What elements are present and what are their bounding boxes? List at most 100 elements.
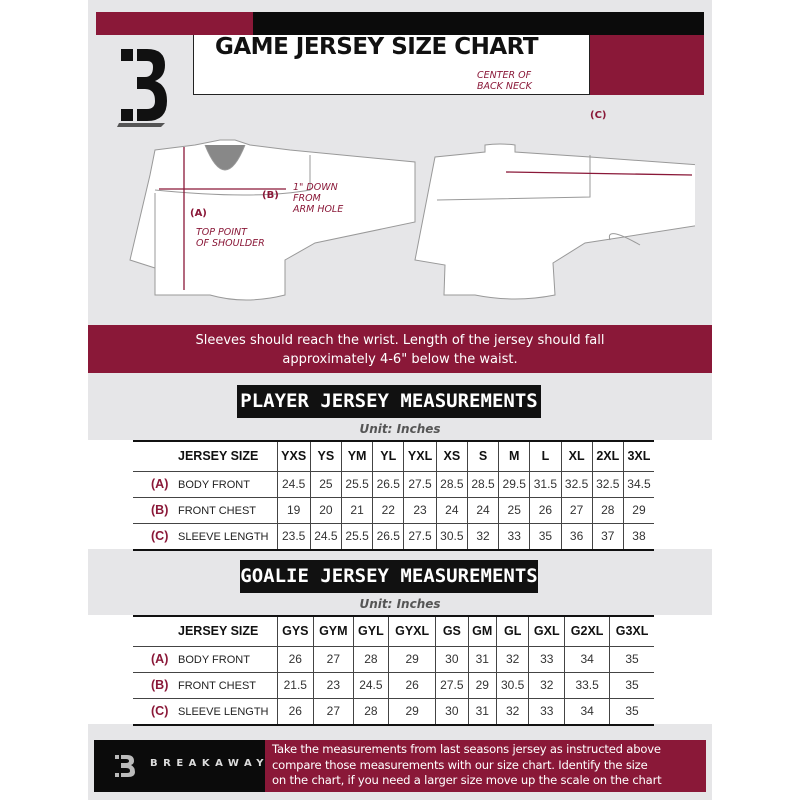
size-header-g3xl: G3XL — [609, 615, 654, 647]
jersey-front — [129, 139, 416, 301]
table-cell: 26 — [529, 496, 562, 524]
goalie-unit: Unit: Inches — [359, 597, 441, 611]
label-b: (B) — [262, 190, 279, 201]
table-cell: 28 — [352, 697, 390, 726]
table-cell: 27 — [560, 496, 593, 524]
table-cell: 21.5 — [276, 671, 315, 699]
row-key: (B) — [151, 678, 169, 692]
table-cell: 28 — [352, 645, 390, 673]
table-cell: 33 — [498, 522, 531, 551]
table-cell: 32 — [528, 671, 566, 699]
table-cell: 33 — [528, 645, 566, 673]
table-cell: 32.5 — [560, 470, 593, 498]
table-cell: 22 — [372, 496, 405, 524]
table-row: (A) BODY FRONT 26 27 28 29 30 31 32 33 34 35 — [133, 645, 654, 673]
row-label: (C) SLEEVE LENGTH — [133, 697, 278, 726]
size-header-ys: YS — [309, 440, 342, 472]
footer-line: Take the measurements from last seasons … — [272, 742, 661, 756]
table-row: (B) FRONT CHEST 19 20 21 22 23 24 24 25 26 27 28 29 — [133, 496, 654, 524]
jersey-collar — [204, 144, 246, 171]
table-cell: 27.5 — [435, 671, 469, 699]
instruction-line: Sleeves should reach the wrist. Length o… — [195, 333, 605, 348]
size-header-xs: XS — [435, 440, 468, 472]
size-header-yxs: YXS — [276, 440, 311, 472]
size-header-s: S — [466, 440, 500, 472]
goalie-table-wrap: JERSEY SIZE GYS GYM GYL GYXL GS GM GL GXL G2XL G3X… — [88, 615, 712, 726]
row-label: (A) BODY FRONT — [133, 470, 278, 498]
table-cell: 29 — [388, 697, 437, 726]
table-cell: 32 — [466, 522, 500, 551]
size-header-yl: YL — [372, 440, 405, 472]
table-cell: 25 — [498, 496, 531, 524]
table-cell: 37 — [591, 522, 624, 551]
table-cell: 34 — [564, 697, 611, 726]
label-top-point: TOP POINT OF SHOULDER — [196, 227, 265, 249]
breakaway-small-logo-icon — [115, 755, 135, 777]
table-cell: 29.5 — [498, 470, 531, 498]
label-a: (A) — [190, 208, 207, 219]
row-key: (B) — [151, 503, 169, 517]
table-cell: 20 — [309, 496, 342, 524]
header-bar-maroon — [96, 12, 253, 35]
size-header-2xl: 2XL — [591, 440, 624, 472]
size-header-gm: GM — [467, 615, 497, 647]
jersey-diagram — [129, 139, 695, 301]
label-one-inch-down: 1" DOWN FROM ARM HOLE — [293, 182, 344, 215]
instruction-line: approximately 4-6" below the waist. — [282, 352, 518, 367]
row-key: (C) — [151, 529, 169, 544]
player-size-table: JERSEY SIZE YXS YS YM YL YXL XS S M L XL 2XL 3XL (A) B… — [133, 440, 654, 551]
row-key: (A) — [151, 477, 169, 491]
footer-line: compare those measurements with our size… — [272, 757, 648, 772]
table-cell: 31 — [467, 697, 497, 726]
table-cell: 26 — [276, 645, 315, 673]
table-cell: 24.5 — [276, 470, 311, 498]
table-cell: 32 — [495, 645, 530, 673]
table-cell: 28.5 — [435, 470, 468, 498]
header-label: JERSEY SIZE — [133, 440, 278, 472]
table-row: (A) BODY FRONT 24.5 25 25.5 26.5 27.5 28.5 28.5 2… — [133, 470, 654, 498]
table-cell: 24 — [466, 496, 500, 524]
table-cell: 28 — [591, 496, 624, 524]
footer-line: on the chart, if you need a larger size … — [272, 773, 662, 787]
table-cell: 26 — [388, 671, 437, 699]
table-cell: 23 — [403, 496, 437, 524]
title-box — [193, 35, 590, 95]
footer-brand-name: BREAKAWAY — [150, 758, 270, 769]
table-cell: 29 — [388, 645, 437, 673]
header-label: JERSEY SIZE — [133, 615, 278, 647]
instructions-band: Sleeves should reach the wrist. Length o… — [88, 325, 712, 373]
table-cell: 27.5 — [403, 522, 437, 551]
row-label: (B) FRONT CHEST — [133, 671, 278, 699]
table-cell: 29 — [622, 496, 654, 524]
footer-instructions: Take the measurements from last seasons … — [265, 740, 706, 792]
size-header-g2xl: G2XL — [564, 615, 611, 647]
size-header-xl: XL — [560, 440, 593, 472]
table-header-row: JERSEY SIZE GYS GYM GYL GYXL GS GM GL GXL G2XL G3X… — [133, 615, 654, 647]
label-center-back-neck: CENTER OF BACK NECK — [477, 70, 532, 92]
size-header-3xl: 3XL — [622, 440, 654, 472]
table-cell: 19 — [276, 496, 311, 524]
player-table-wrap: JERSEY SIZE YXS YS YM YL YXL XS S M L XL 2XL 3XL (A) B… — [88, 440, 712, 551]
table-cell: 31.5 — [529, 470, 562, 498]
table-cell: 27.5 — [403, 470, 437, 498]
size-header-l: L — [529, 440, 562, 472]
table-cell: 30.5 — [435, 522, 468, 551]
row-key: (C) — [151, 704, 169, 719]
table-row: (C) SLEEVE LENGTH 26 27 28 29 30 31 32 33 34 35 — [133, 697, 654, 726]
size-header-yxl: YXL — [403, 440, 437, 472]
table-cell: 25.5 — [340, 522, 374, 551]
size-header-gyxl: GYXL — [388, 615, 437, 647]
row-label: (B) FRONT CHEST — [133, 496, 278, 524]
table-row: (C) SLEEVE LENGTH 23.5 24.5 25.5 26.5 27.5 30.5… — [133, 522, 654, 551]
table-cell: 35 — [609, 671, 654, 699]
row-name: BODY FRONT — [178, 654, 250, 666]
size-header-gyl: GYL — [352, 615, 390, 647]
row-key: (A) — [151, 652, 169, 666]
table-cell: 33 — [528, 697, 566, 726]
breakaway-logo-icon — [117, 49, 167, 127]
table-cell: 30 — [435, 697, 469, 726]
size-header-m: M — [498, 440, 531, 472]
measure-c-line — [505, 171, 693, 176]
table-cell: 35 — [609, 645, 654, 673]
label-c: (C) — [590, 110, 607, 121]
